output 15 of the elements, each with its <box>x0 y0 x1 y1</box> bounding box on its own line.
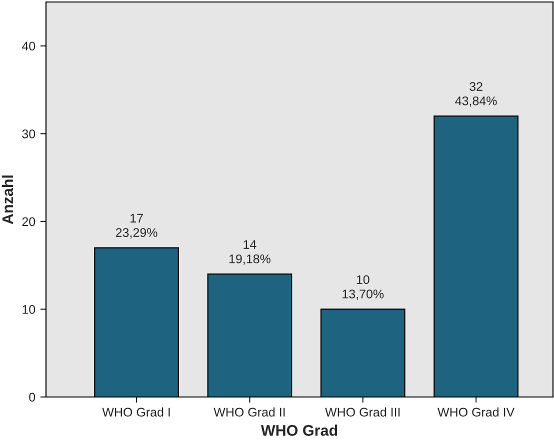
y-tick-label: 10 <box>22 305 36 314</box>
y-tick-label: 30 <box>22 129 36 138</box>
x-tick-label: WHO Grad I <box>102 407 170 417</box>
y-tick-label: 20 <box>22 217 36 226</box>
x-tick-label: WHO Grad III <box>325 407 400 417</box>
y-tick-label: 40 <box>22 42 36 51</box>
data-label: 14 19,18% <box>229 240 270 265</box>
y-tick-label: 0 <box>29 392 36 402</box>
y-axis-title: Anzahl <box>2 176 14 224</box>
data-label: 32 43,84% <box>455 82 497 107</box>
x-tick-label: WHO Grad II <box>214 407 285 417</box>
x-tick-label: WHO Grad IV <box>438 407 515 417</box>
data-label: 17 23,29% <box>116 214 158 238</box>
data-label: 10 13,70% <box>342 275 384 300</box>
x-axis-title: WHO Grad <box>260 424 338 436</box>
